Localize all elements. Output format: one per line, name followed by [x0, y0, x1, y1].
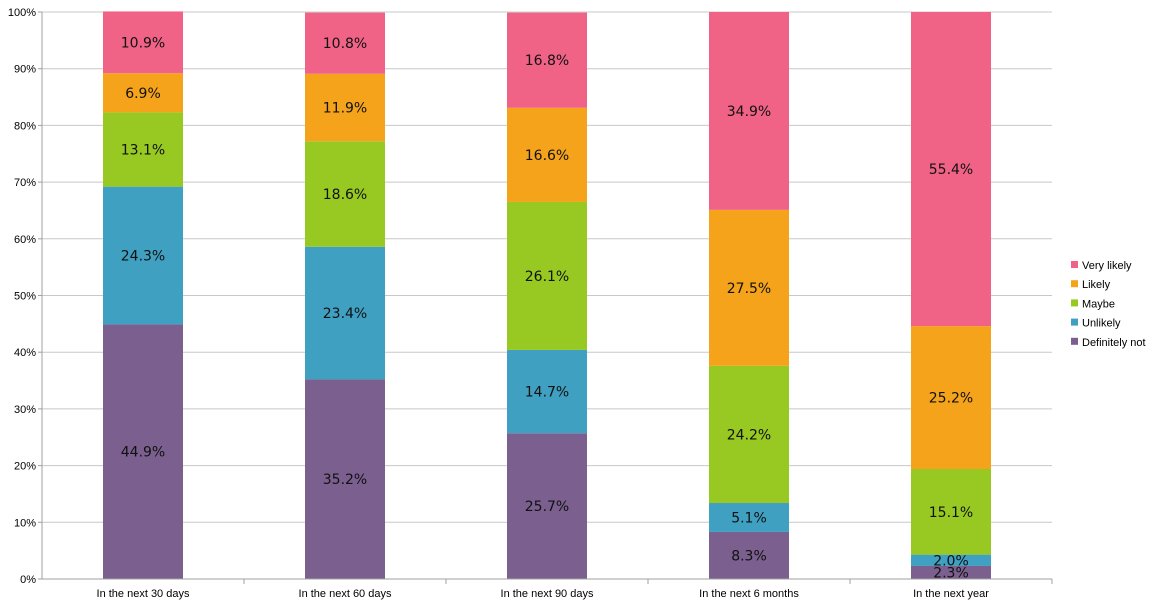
- legend: Very likely Likely Maybe Unlikely Definitely…: [1071, 260, 1146, 349]
- legend-swatch: [1071, 261, 1078, 268]
- data-label: 10.9%: [121, 35, 165, 51]
- bar-segment: [103, 73, 183, 113]
- axes: [41, 12, 1052, 580]
- y-tick-label: 70%: [14, 177, 36, 189]
- y-tick-label: 60%: [14, 234, 36, 246]
- data-label: 8.3%: [731, 548, 767, 564]
- data-label: 11.9%: [323, 101, 367, 117]
- data-label: 26.1%: [525, 269, 569, 285]
- data-label: 23.4%: [323, 306, 367, 322]
- bar-segment: [709, 365, 789, 504]
- bar-segment: [507, 201, 587, 350]
- legend-swatch: [1071, 280, 1078, 288]
- y-tick-label: 100%: [8, 7, 36, 19]
- data-label: 2.0%: [933, 553, 969, 569]
- legend-swatch: [1071, 318, 1078, 326]
- data-label: 27.5%: [727, 281, 771, 297]
- data-label: 55.4%: [929, 162, 973, 178]
- legend-swatch: [1071, 299, 1078, 307]
- y-tick-label: 80%: [14, 120, 36, 132]
- legend-label: Very likely: [1082, 260, 1132, 272]
- y-tick-label: 0%: [20, 574, 36, 586]
- data-label: 2.3%: [933, 565, 969, 581]
- data-label: 16.6%: [525, 148, 569, 164]
- data-label: 25.2%: [929, 391, 973, 407]
- bar-segment: [305, 246, 385, 380]
- legend-label: Likely: [1082, 279, 1111, 291]
- y-tick-label: 10%: [14, 517, 36, 529]
- data-label: 16.8%: [525, 53, 569, 69]
- bar-segment: [103, 112, 183, 187]
- data-labels: 44.9% 24.3% 13.1% 6.9% 10.9% 35.2% 23.4% 18.6% 1…: [121, 35, 973, 581]
- x-tick-label: In the next 30 days: [97, 588, 190, 600]
- data-label: 25.7%: [525, 499, 569, 515]
- legend-swatch: [1071, 337, 1078, 345]
- data-label: 24.3%: [121, 249, 165, 265]
- bar-segment: [305, 73, 385, 142]
- bar-segment: [305, 12, 385, 74]
- y-tick-label: 50%: [14, 291, 36, 303]
- data-label: 13.1%: [121, 142, 165, 158]
- bar-segment: [709, 531, 789, 579]
- bar-segment: [911, 565, 991, 579]
- bar-segment: [507, 12, 587, 108]
- y-tick-label: 30%: [14, 404, 36, 416]
- bar-segment: [103, 186, 183, 325]
- data-label: 5.1%: [731, 510, 767, 526]
- data-label: 6.9%: [125, 86, 161, 102]
- y-axis-ticks: 0% 10% 20% 30% 40% 50% 60% 70% 80% 90% 100%: [8, 7, 42, 586]
- x-axis-ticks: In the next 30 days In the next 60 days In…: [97, 579, 1053, 600]
- data-label: 14.7%: [525, 385, 569, 401]
- bar-segment: [305, 141, 385, 247]
- data-label: 18.6%: [323, 187, 367, 203]
- bar-segment: [709, 209, 789, 366]
- data-label: 35.2%: [323, 472, 367, 488]
- legend-label: Maybe: [1082, 298, 1115, 310]
- bars: [103, 11, 991, 579]
- y-tick-label: 20%: [14, 461, 36, 473]
- x-tick-label: In the next 60 days: [299, 588, 392, 600]
- bar-segment: [103, 324, 183, 579]
- bar-segment: [103, 11, 183, 74]
- y-tick-label: 40%: [14, 347, 36, 359]
- legend-label: Definitely not: [1082, 337, 1146, 349]
- bar-segment: [507, 107, 587, 202]
- legend-label: Unlikely: [1082, 318, 1121, 330]
- bar-segment: [305, 379, 385, 579]
- x-tick-label: In the next year: [913, 588, 989, 600]
- y-tick-label: 90%: [14, 64, 36, 76]
- bar-segment: [709, 503, 789, 532]
- bar-segment: [911, 12, 991, 327]
- bar-segment: [507, 349, 587, 434]
- data-label: 15.1%: [929, 505, 973, 521]
- data-label: 44.9%: [121, 445, 165, 461]
- bar-segment: [507, 433, 587, 579]
- x-tick-label: In the next 90 days: [501, 588, 594, 600]
- bar-segment: [709, 12, 789, 210]
- x-tick-label: In the next 6 months: [699, 588, 799, 600]
- data-label: 34.9%: [727, 104, 771, 120]
- bar-segment: [911, 326, 991, 470]
- bar-segment: [911, 554, 991, 566]
- data-label: 24.2%: [727, 427, 771, 443]
- data-label: 10.8%: [323, 36, 367, 52]
- bar-segment: [911, 469, 991, 555]
